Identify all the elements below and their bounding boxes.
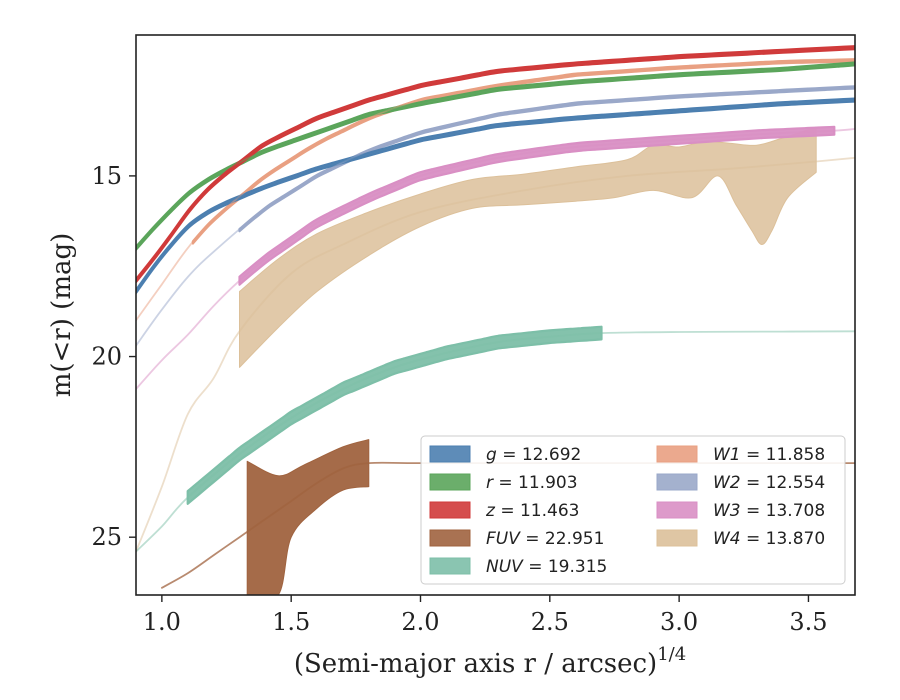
legend-label-r: r = 11.903 bbox=[486, 473, 578, 493]
series-line-z bbox=[136, 46, 855, 282]
series-line-r bbox=[136, 63, 855, 250]
legend-frame bbox=[420, 435, 846, 585]
x-tick-label: 2.0 bbox=[401, 608, 439, 636]
series-band-nuv bbox=[186, 325, 603, 505]
series-line-w2 bbox=[136, 86, 855, 347]
x-tick-label: 1.5 bbox=[272, 608, 310, 636]
legend-label-g: g = 12.692 bbox=[486, 445, 581, 465]
series-line-g bbox=[136, 99, 855, 293]
x-tick-label: 3.0 bbox=[660, 608, 698, 636]
legend: g = 12.692 r = 11.903 z = 11.463 FUV = 22.9… bbox=[420, 435, 846, 585]
x-tick-label: 1.0 bbox=[143, 608, 181, 636]
legend-swatch-z bbox=[429, 501, 471, 519]
legend-swatch-w2 bbox=[656, 473, 698, 491]
x-tick-label: 2.5 bbox=[531, 608, 569, 636]
x-axis-label: (Semi-major axis r / arcsec)1/4 bbox=[294, 644, 686, 679]
legend-swatch-w3 bbox=[656, 501, 698, 519]
y-axis-ticks: 15 20 25 bbox=[91, 162, 136, 551]
legend-label-w4: W4 = 13.870 bbox=[713, 529, 825, 549]
series-band-w3 bbox=[238, 125, 836, 286]
series-line-nuv bbox=[136, 330, 855, 553]
series-line-w4 bbox=[136, 156, 855, 553]
series-line-w3 bbox=[136, 128, 855, 390]
legend-swatch-w4 bbox=[656, 529, 698, 547]
legend-label-w2: W2 = 12.554 bbox=[713, 473, 825, 493]
legend-swatch-w1 bbox=[656, 445, 698, 463]
legend-swatch-fuv bbox=[429, 529, 471, 547]
legend-label-w3: W3 = 13.708 bbox=[713, 501, 825, 521]
series-band-g bbox=[136, 97, 855, 295]
legend-swatch-g bbox=[429, 445, 471, 463]
legend-label-z: z = 11.463 bbox=[485, 501, 579, 521]
plot-frame bbox=[135, 34, 856, 596]
legend-label-nuv: NUV = 19.315 bbox=[486, 557, 607, 577]
series-band-w4 bbox=[239, 126, 817, 368]
series-lines bbox=[136, 46, 855, 589]
y-tick-label: 15 bbox=[91, 162, 122, 190]
y-axis-label: m(<r) (mag) bbox=[47, 233, 77, 398]
series-band-z bbox=[136, 45, 855, 284]
legend-swatch-nuv bbox=[429, 557, 471, 575]
series-band-fuv bbox=[246, 439, 370, 595]
series-band-r bbox=[136, 61, 855, 251]
x-tick-label: 3.5 bbox=[789, 608, 827, 636]
legend-swatch-r bbox=[429, 473, 471, 491]
x-axis-ticks: 1.0 1.5 2.0 2.5 3.0 3.5 bbox=[143, 595, 828, 636]
y-tick-label: 25 bbox=[91, 523, 122, 551]
legend-label-fuv: FUV = 22.951 bbox=[486, 529, 604, 549]
y-tick-label: 20 bbox=[91, 343, 122, 371]
legend-label-w1: W1 = 11.858 bbox=[713, 445, 825, 465]
